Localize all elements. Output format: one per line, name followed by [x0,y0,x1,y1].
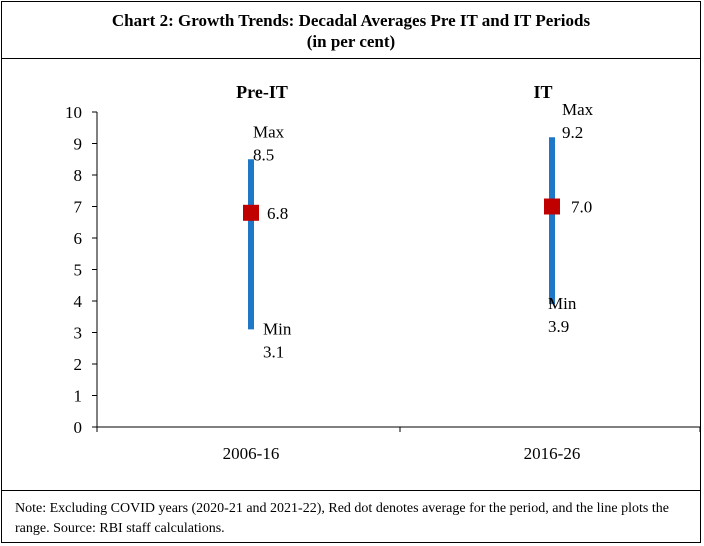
y-axis: 0 1 2 3 4 5 6 7 8 9 10 [65,103,98,437]
y-tick-label: 9 [74,135,83,154]
max-value-label: 9.2 [562,123,583,142]
max-label: Max [562,100,594,119]
min-value-label: 3.9 [548,317,569,336]
chart-header: Chart 2: Growth Trends: Decadal Averages… [1,1,701,59]
average-marker [243,204,259,221]
min-value-label: 3.1 [263,342,284,361]
series-2: IT 7.0 Max 9.2 Min 3.9 [533,82,593,336]
chart-note: Note: Excluding COVID years (2020-21 and… [1,490,701,543]
min-label: Min [263,319,292,338]
y-tick-label: 1 [74,387,83,406]
average-marker [544,198,560,215]
average-value-label: 7.0 [571,198,592,217]
y-tick-label: 3 [74,324,83,343]
y-tick-label: 8 [74,166,83,185]
max-label: Max [253,122,285,141]
min-label: Min [548,294,577,313]
y-tick-label: 0 [74,418,83,437]
series-1: Pre-IT 6.8 Max 8.5 Min 3.1 [236,82,292,361]
series-name-label: IT [533,82,552,102]
y-tick-label: 10 [65,103,82,122]
max-value-label: 8.5 [253,145,274,164]
y-tick-label: 5 [74,261,83,280]
x-tick-label: 2016-26 [524,444,581,463]
chart-title: Chart 2: Growth Trends: Decadal Averages… [111,11,591,30]
series-name-label: Pre-IT [236,82,288,102]
y-tick-label: 7 [74,198,83,217]
x-axis: 2006-16 2016-26 [96,426,701,463]
y-tick-label: 2 [74,355,83,374]
chart-marks: Pre-IT 6.8 Max 8.5 Min 3.1 IT 7.0 Max 9.2 Min 3.9 [236,82,593,361]
chart-subtitle: (in per cent) [306,32,396,51]
x-tick-label: 2006-16 [223,444,280,463]
y-tick-label: 4 [74,292,83,311]
y-tick-label: 6 [74,229,83,248]
average-value-label: 6.8 [267,204,288,223]
